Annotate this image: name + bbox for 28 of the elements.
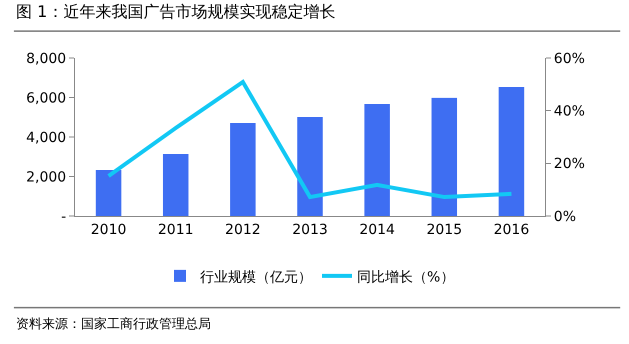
bar (96, 170, 122, 216)
bar (162, 154, 188, 216)
y-tick-label: - (61, 208, 66, 225)
x-tick-label: 2011 (158, 222, 194, 238)
x-tick-label: 2014 (359, 222, 396, 238)
text: 资料来源：国家工商行政管理总局 (16, 316, 211, 332)
legend-label: 同比增长（%） (357, 269, 454, 286)
line-series (106, 80, 514, 200)
y2-tick-label: 0% (554, 208, 576, 225)
y2-tick-label: 40% (554, 104, 585, 120)
y2-tick-label: 60% (554, 50, 585, 67)
x-tick-label: 2010 (90, 222, 126, 238)
x-tick-label: 2015 (426, 222, 462, 238)
y-tick-label: 8,000 (26, 50, 66, 67)
bar (230, 122, 256, 216)
bar (297, 117, 323, 216)
x-tick-label: 2016 (494, 222, 530, 238)
y2-tick-label: 20% (554, 156, 585, 172)
legend-label: 行业规模（亿元） (200, 269, 312, 286)
bar (432, 98, 458, 216)
chart-title: 图 1：近年来我国广告市场规模实现稳定增长 (16, 2, 336, 21)
x-tick-label: 2012 (225, 222, 261, 238)
bar (364, 104, 390, 216)
x-tick-label: 2013 (292, 222, 328, 238)
y-tick-label: 2,000 (26, 169, 66, 186)
y-tick-label: 6,000 (26, 90, 66, 106)
y-tick-label: 4,000 (26, 130, 66, 146)
bar (498, 87, 524, 216)
